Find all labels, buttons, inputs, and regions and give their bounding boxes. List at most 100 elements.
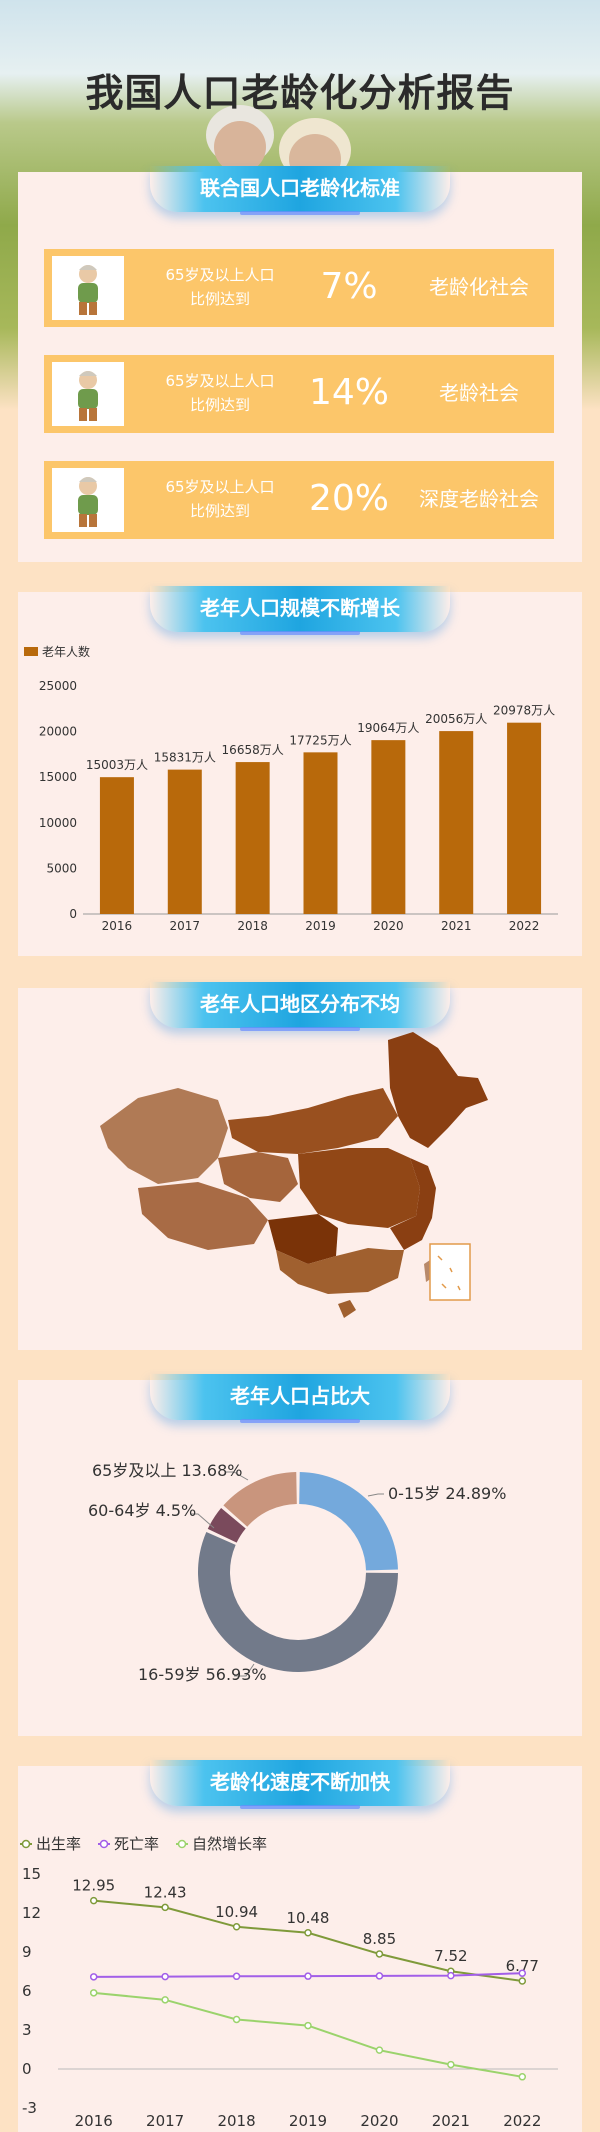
map-region-northeast: [388, 1032, 488, 1148]
china-map: [100, 1032, 488, 1318]
elderly-population-panel: 老年人口规模不断增长 老年人数 0 5000 10000 15000 20000 2500…: [18, 586, 582, 956]
bar: [303, 752, 338, 914]
bar: [235, 762, 270, 914]
bar-value-label: 19064万人: [357, 721, 419, 735]
slice-label: 65岁及以上 13.68%: [92, 1461, 242, 1480]
bar: [167, 769, 202, 914]
bar-value-label: 20978万人: [493, 704, 555, 718]
standard-label: 老龄化社会: [429, 275, 529, 299]
section-heading-ribbon: 老龄化速度不断加快: [150, 1760, 450, 1809]
map-region-east: [390, 1158, 436, 1250]
y-tick-label: 6: [22, 1982, 32, 2000]
map-region-hainan: [338, 1300, 356, 1318]
legend-swatch: [24, 647, 38, 656]
legend-label: 出生率: [36, 1835, 81, 1853]
map-region-inner-mongolia: [228, 1088, 398, 1154]
bar-value-label: 16658万人: [222, 743, 284, 757]
x-tick-label: 2022: [503, 2112, 541, 2130]
region-distribution-panel: 老年人口地区分布不均: [18, 982, 582, 1350]
x-tick-label: 2018: [217, 2112, 255, 2130]
data-point: [232, 2015, 241, 2024]
map-region-south: [276, 1248, 404, 1294]
data-point: [89, 1973, 98, 1981]
data-point: [161, 1903, 169, 1912]
donut-slice: [223, 1472, 297, 1527]
x-tick-label: 2018: [237, 919, 268, 933]
y-tick-label: 25000: [39, 679, 77, 693]
data-point: [89, 1989, 98, 1997]
bar: [439, 731, 474, 914]
series-line: [93, 1991, 523, 2078]
legend-label: 死亡率: [114, 1835, 159, 1853]
data-point: [375, 2046, 384, 2054]
data-point: [518, 1969, 527, 1977]
y-tick-label: 15000: [39, 770, 77, 784]
x-tick-label: 2017: [170, 919, 201, 933]
data-label: 10.48: [287, 1909, 330, 1927]
data-label: 12.43: [144, 1883, 187, 1901]
line-legend: 出生率 死亡率 自然增长率: [20, 1835, 267, 1853]
south-china-sea-inset: [429, 1243, 471, 1301]
data-label: 8.85: [363, 1930, 396, 1948]
x-tick-label: 2019: [305, 919, 336, 933]
data-point: [518, 1977, 527, 1985]
elderly-man-icon: [52, 256, 124, 320]
x-tick-label: 2017: [146, 2112, 184, 2130]
bar-value-label: 15831万人: [154, 751, 216, 765]
data-label: 6.77: [506, 1957, 539, 1975]
section-heading: 老年人口占比大: [230, 1384, 370, 1408]
y-tick-label: 12: [22, 1904, 41, 1922]
y-tick-label: 9: [22, 1943, 32, 1961]
page-title: 我国人口老龄化分析报告: [85, 71, 515, 115]
bar-value-label: 17725万人: [289, 733, 351, 747]
legend-label: 自然增长率: [192, 1835, 267, 1853]
x-tick-label: 2021: [432, 2112, 470, 2130]
aging-speed-panel: 老龄化速度不断加快 出生率 死亡率 自然增长率 -3 0 3 6 9 12 15 2016 20…: [18, 1760, 582, 2132]
x-tick-label: 2022: [509, 919, 540, 933]
y-tick-label: 20000: [39, 725, 77, 739]
data-point: [304, 2021, 312, 2030]
standard-description: 65岁及以上人口 比例达到: [165, 478, 275, 520]
standard-label: 深度老龄社会: [419, 487, 539, 511]
standard-description: 65岁及以上人口 比例达到: [165, 266, 275, 308]
map-region-xinjiang: [100, 1088, 228, 1184]
slice-label: 16-59岁 56.93%: [138, 1665, 267, 1684]
y-tick-label: 5000: [46, 861, 77, 875]
x-tick-label: 2016: [75, 2112, 113, 2130]
section-heading-ribbon: 老年人口地区分布不均: [150, 982, 450, 1031]
standard-row: 65岁及以上人口 比例达到 14% 老龄社会: [44, 355, 554, 433]
leader-line: [226, 1471, 249, 1481]
data-point: [375, 1972, 384, 1980]
bar-value-label: 15003万人: [86, 758, 148, 772]
leader-line: [234, 1663, 255, 1677]
data-label: 12.95: [72, 1877, 115, 1895]
data-point: [161, 1972, 169, 1981]
bar: [99, 777, 134, 914]
slice-label: 0-15岁 24.89%: [388, 1484, 506, 1503]
data-point: [447, 2060, 455, 2069]
y-tick-label: 15: [22, 1865, 41, 1883]
section-heading-ribbon: 联合国人口老龄化标准: [150, 166, 450, 215]
data-label: 7.52: [434, 1947, 467, 1965]
map-region-tibet: [138, 1182, 268, 1250]
y-tick-label: 10000: [39, 816, 77, 830]
section-heading: 联合国人口老龄化标准: [200, 176, 400, 200]
legend-label: 老年人数: [42, 644, 90, 659]
donut-slice: [207, 1508, 246, 1543]
y-tick-label: 0: [22, 2060, 32, 2078]
section-heading-ribbon: 老年人口占比大: [150, 1374, 450, 1423]
standard-description: 65岁及以上人口 比例达到: [165, 372, 275, 414]
section-heading: 老龄化速度不断加快: [210, 1770, 390, 1794]
data-point: [304, 1929, 312, 1937]
standard-percent: 7%: [320, 266, 378, 307]
section-heading-ribbon: 老年人口规模不断增长: [150, 586, 450, 635]
elderly-man-icon: [52, 362, 124, 426]
data-point: [232, 1923, 241, 1931]
standard-row: 65岁及以上人口 比例达到 7% 老龄化社会: [44, 249, 554, 327]
line-chart: 出生率 死亡率 自然增长率 -3 0 3 6 9 12 15 2016 2017 2018 2019…: [20, 1835, 558, 2130]
donut-chart: 0-15岁 24.89% 65岁及以上 13.68% 60-64岁 4.5% 1…: [88, 1461, 506, 1684]
x-tick-label: 2020: [360, 2112, 398, 2130]
section-heading: 老年人口地区分布不均: [200, 992, 400, 1016]
x-tick-label: 2016: [102, 919, 133, 933]
data-point: [447, 1971, 455, 1980]
